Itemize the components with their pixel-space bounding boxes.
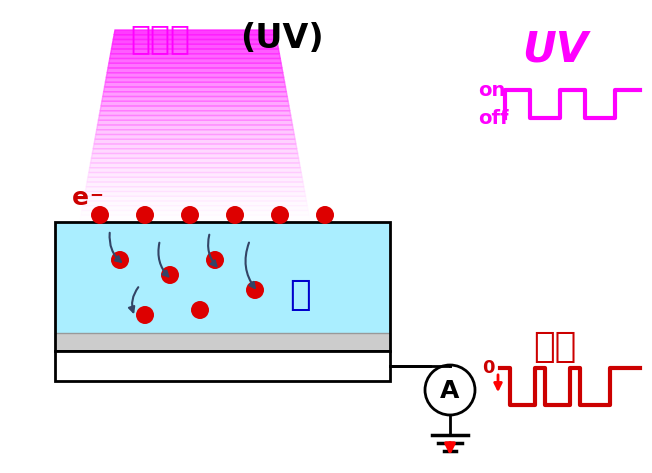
Polygon shape xyxy=(106,73,284,78)
Polygon shape xyxy=(99,111,291,115)
Polygon shape xyxy=(103,92,288,96)
Polygon shape xyxy=(102,96,288,101)
Polygon shape xyxy=(98,115,291,120)
Polygon shape xyxy=(92,149,298,154)
Polygon shape xyxy=(111,44,278,49)
Polygon shape xyxy=(96,125,293,130)
Polygon shape xyxy=(82,206,308,210)
Polygon shape xyxy=(114,30,276,35)
Polygon shape xyxy=(94,139,296,144)
Text: 冰: 冰 xyxy=(289,278,311,312)
Text: e: e xyxy=(72,186,89,210)
Text: A: A xyxy=(440,379,460,403)
Polygon shape xyxy=(89,163,301,168)
Circle shape xyxy=(136,306,154,324)
Polygon shape xyxy=(96,130,294,134)
Circle shape xyxy=(316,206,334,224)
Circle shape xyxy=(206,251,224,269)
Polygon shape xyxy=(112,40,278,44)
Polygon shape xyxy=(83,201,307,206)
Circle shape xyxy=(271,206,289,224)
Circle shape xyxy=(191,301,209,319)
Polygon shape xyxy=(95,134,295,139)
FancyBboxPatch shape xyxy=(55,222,390,335)
Polygon shape xyxy=(113,35,276,40)
Text: −: − xyxy=(89,185,103,203)
Polygon shape xyxy=(101,101,289,106)
Text: 紫外线: 紫外线 xyxy=(130,22,190,55)
Polygon shape xyxy=(110,54,280,59)
Circle shape xyxy=(161,266,179,284)
Polygon shape xyxy=(104,82,286,87)
Circle shape xyxy=(425,365,475,415)
Polygon shape xyxy=(106,78,285,82)
Circle shape xyxy=(226,206,244,224)
Polygon shape xyxy=(91,154,299,158)
Polygon shape xyxy=(93,144,297,149)
Polygon shape xyxy=(84,192,306,196)
Circle shape xyxy=(136,206,154,224)
Polygon shape xyxy=(86,182,304,187)
Polygon shape xyxy=(88,173,302,177)
Circle shape xyxy=(181,206,199,224)
Polygon shape xyxy=(109,59,281,63)
Text: UV: UV xyxy=(522,28,588,70)
Polygon shape xyxy=(104,87,286,92)
Text: 0: 0 xyxy=(482,359,494,377)
FancyBboxPatch shape xyxy=(55,351,390,381)
Polygon shape xyxy=(108,63,282,68)
Circle shape xyxy=(246,281,264,299)
Text: off: off xyxy=(478,108,509,128)
Polygon shape xyxy=(98,120,293,125)
Text: 电流: 电流 xyxy=(533,330,576,364)
Circle shape xyxy=(91,206,109,224)
Polygon shape xyxy=(107,68,283,73)
Polygon shape xyxy=(100,106,290,111)
Polygon shape xyxy=(91,158,299,163)
Polygon shape xyxy=(111,49,279,54)
Polygon shape xyxy=(83,196,306,201)
Text: (UV): (UV) xyxy=(240,22,323,55)
Polygon shape xyxy=(87,177,303,182)
Text: on: on xyxy=(478,80,505,99)
Polygon shape xyxy=(85,187,304,192)
FancyBboxPatch shape xyxy=(55,333,390,351)
Polygon shape xyxy=(89,168,301,173)
Circle shape xyxy=(111,251,129,269)
